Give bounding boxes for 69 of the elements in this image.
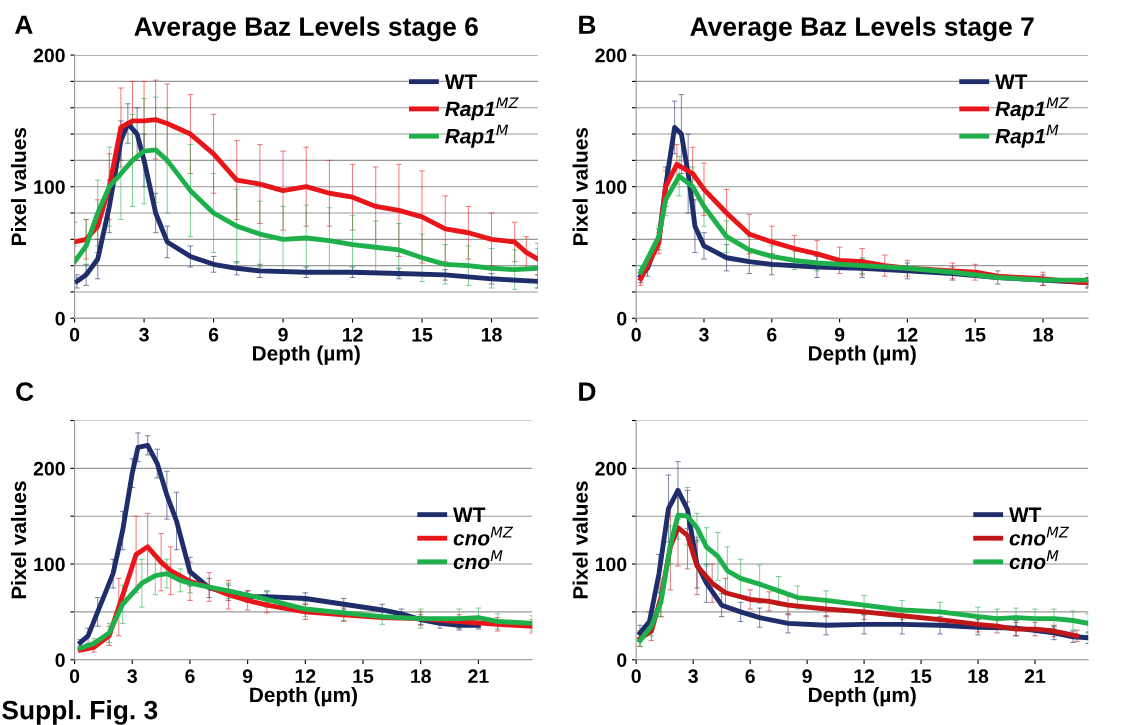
x-tick-label: 12 [854, 669, 875, 683]
x-tick-label: 18 [411, 669, 431, 684]
x-tick-label: 0 [69, 669, 80, 684]
x-tick-label: 0 [631, 669, 641, 684]
y-tick-label: 200 [33, 461, 65, 476]
x-tick-label: 3 [699, 327, 709, 342]
x-tick-label: 6 [185, 669, 195, 684]
y-tick-label: 100 [34, 180, 65, 194]
y-tick-label: 0 [55, 311, 65, 326]
x-axis-title: Depth (µm) [808, 345, 916, 365]
text: B [579, 15, 596, 34]
x-tick-label: 3 [139, 327, 149, 342]
y-tick-label: 0 [55, 653, 65, 667]
legend-label: cno$^{M}$ [453, 550, 503, 570]
x-tick-label: 21 [1024, 669, 1046, 683]
legend-label: Rap1$^{MZ}$ [995, 97, 1070, 121]
text: Suppl. Fig. 3 [2, 700, 158, 725]
x-tick-label: 21 [468, 669, 489, 683]
x-tick-label: 3 [127, 669, 137, 684]
x-tick-label: 12 [897, 327, 918, 342]
legend-label: Rap1$^{M}$ [995, 124, 1059, 148]
y-axis-title: Pixel values [10, 481, 27, 599]
x-tick-label: 9 [802, 669, 812, 684]
x-axis-title: Depth (µm) [250, 686, 357, 707]
y-axis-title: Pixel values [572, 481, 588, 599]
y-tick-label: 100 [34, 557, 65, 572]
y-tick-label: 200 [595, 48, 627, 63]
x-tick-label: 9 [242, 669, 253, 684]
x-tick-label: 3 [688, 669, 698, 684]
y-tick-label: 200 [33, 48, 65, 63]
y-axis-title: Pixel values [10, 127, 27, 245]
x-tick-label: 18 [968, 669, 989, 684]
text: D [579, 382, 596, 401]
legend-label: WT [444, 74, 477, 89]
x-tick-label: 18 [481, 327, 502, 342]
legend-label: cno$^{MZ}$ [1009, 526, 1070, 546]
x-tick-label: 12 [295, 669, 316, 683]
x-tick-label: 12 [342, 327, 363, 342]
x-axis-title: Depth (µm) [808, 686, 916, 707]
legend-label: cno$^{M}$ [1009, 550, 1059, 570]
x-tick-label: 15 [353, 669, 374, 684]
x-tick-label: 9 [834, 327, 845, 342]
y-tick-label: 100 [595, 180, 627, 194]
legend-label: WT [995, 74, 1028, 89]
text: C [16, 382, 34, 401]
x-tick-label: 6 [745, 669, 755, 684]
x-tick-label: 6 [767, 327, 777, 342]
chart-title: Average Baz Levels stage 7 [690, 16, 1034, 42]
x-tick-label: 15 [965, 328, 986, 342]
legend-label: WT [453, 507, 486, 522]
y-tick-label: 200 [595, 461, 627, 476]
text: A [15, 15, 33, 34]
x-tick-label: 0 [69, 327, 80, 342]
y-tick-label: 0 [617, 311, 627, 326]
y-tick-label: 100 [595, 557, 627, 572]
x-tick-label: 15 [911, 669, 932, 684]
legend-label: cno$^{MZ}$ [453, 526, 514, 546]
x-tick-label: 18 [1033, 327, 1054, 342]
x-axis-title: Depth (µm) [253, 345, 360, 365]
x-tick-label: 6 [208, 327, 219, 342]
chart-title: Average Baz Levels stage 6 [134, 16, 478, 42]
x-tick-label: 15 [412, 328, 433, 342]
legend-label: Rap1$^{M}$ [445, 124, 509, 148]
legend-label: Rap1$^{MZ}$ [445, 97, 519, 121]
y-tick-label: 0 [617, 653, 627, 667]
legend-label: WT [1009, 507, 1042, 522]
x-tick-label: 9 [278, 327, 288, 342]
y-axis-title: Pixel values [572, 127, 588, 245]
x-tick-label: 0 [631, 327, 641, 342]
